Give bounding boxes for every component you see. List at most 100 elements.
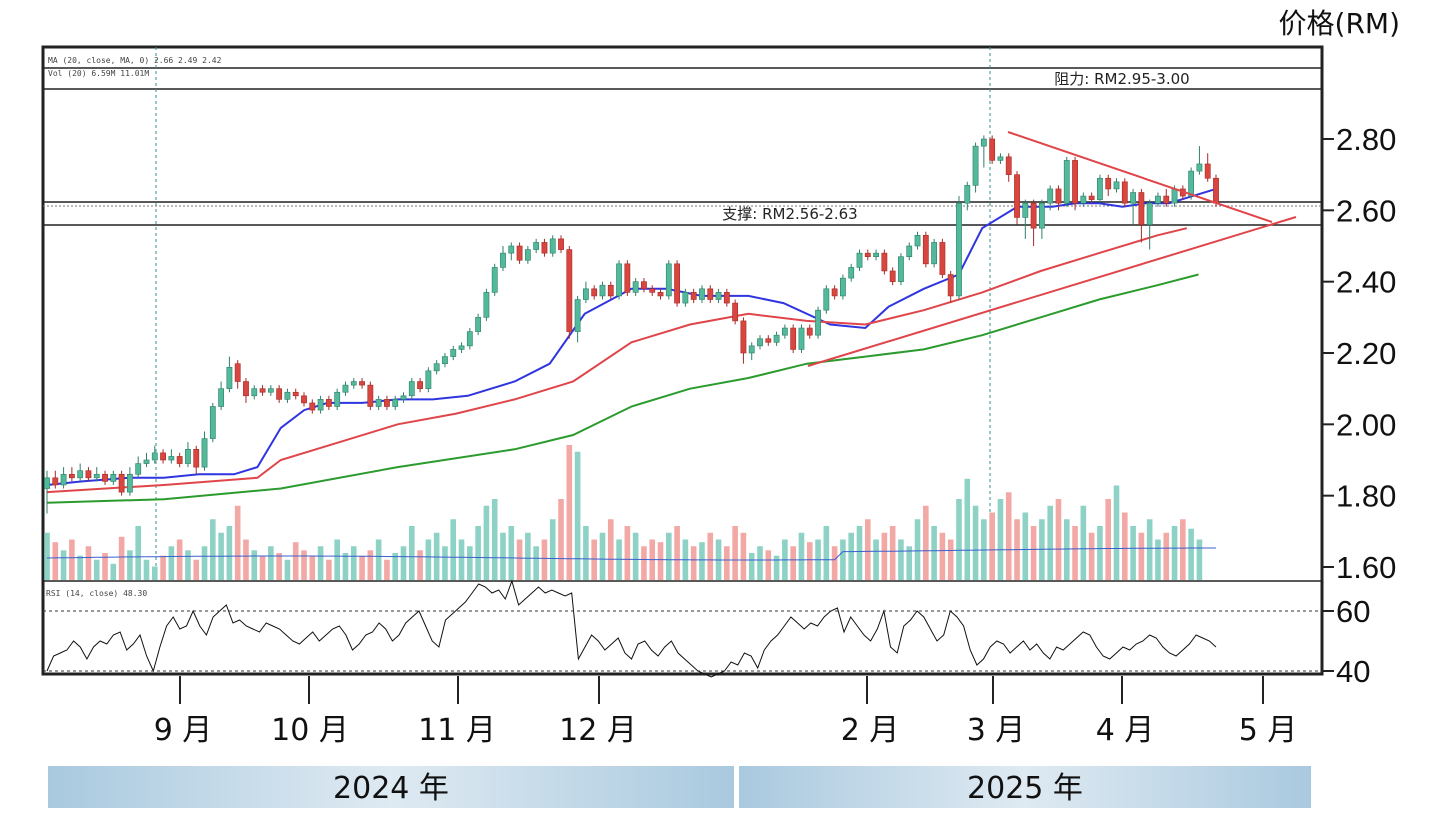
volume-bar (989, 512, 995, 580)
candle-body (541, 242, 548, 254)
rsi-panel (46, 579, 1217, 678)
volume-bar (433, 532, 440, 580)
year-label-2024: 2024 年 (333, 771, 449, 806)
candle-body (848, 267, 855, 279)
y-tick-label: 1.80 (1336, 479, 1396, 514)
candle-body (748, 345, 755, 354)
month-label: 10 月 (271, 713, 349, 748)
volume-bar (591, 539, 597, 580)
candle-body (201, 438, 208, 468)
candle-body (1196, 163, 1203, 172)
descending-trendline (1007, 131, 1273, 223)
volume-bar (558, 499, 564, 580)
volume-bar (881, 532, 888, 580)
volume-bar (1105, 499, 1112, 580)
volume-bar (93, 559, 100, 580)
volume-bar (334, 539, 340, 580)
volume-bar (1063, 519, 1070, 580)
volume-bar (533, 546, 539, 580)
candle-body (823, 288, 830, 311)
volume-bar (856, 526, 863, 580)
candle-body (914, 235, 921, 247)
volume-bar (1180, 519, 1186, 580)
candle-body (773, 334, 780, 343)
volume-bar (442, 546, 448, 580)
ascending-trendline (807, 216, 1297, 367)
candle-body (765, 338, 772, 343)
volume-bar (52, 542, 59, 580)
support-label: 支撑: RM2.56-2.63 (722, 205, 857, 223)
volume-bar (102, 553, 108, 580)
volume-bar (491, 499, 498, 580)
month-label: 9 月 (154, 713, 213, 748)
candle-body (475, 317, 482, 332)
candle-body (906, 245, 913, 257)
volume-bar (168, 546, 175, 580)
candle-body (450, 349, 457, 357)
candle-body (243, 381, 249, 397)
candle-body (1005, 156, 1012, 175)
candle-body (674, 263, 680, 304)
volume-bar (326, 559, 332, 580)
volume-bar (1146, 519, 1153, 580)
candle-body (392, 399, 399, 407)
volume-bar (1122, 512, 1128, 580)
candle-body (442, 356, 448, 365)
candle-body (209, 406, 216, 439)
candle-body (798, 327, 805, 350)
candle-body (1171, 188, 1178, 204)
candle-body (52, 477, 59, 486)
candle-body (384, 399, 390, 407)
volume-bar (77, 555, 83, 580)
candle-body (864, 252, 871, 257)
month-label: 12 月 (559, 713, 637, 748)
volume-bar (790, 546, 796, 580)
candle-body (665, 263, 672, 297)
candle-body (151, 452, 158, 461)
candle-body (533, 242, 540, 250)
volume-bar (417, 550, 423, 580)
candle-body (1204, 163, 1211, 179)
candle-body (657, 292, 664, 297)
volume-bar (284, 559, 291, 580)
volume-bar (210, 519, 216, 580)
volume-bar (1030, 526, 1037, 580)
volume-bar (964, 478, 971, 580)
candle-body (102, 473, 108, 482)
y-tick-label: 2.20 (1336, 336, 1396, 371)
candle-body (922, 235, 929, 265)
candle-body (342, 384, 349, 393)
candle-body (641, 281, 647, 290)
candle-body (1146, 202, 1153, 225)
candle-body (806, 327, 813, 336)
volume-bar (408, 526, 415, 580)
candle-body (68, 473, 75, 479)
candle-body (334, 391, 341, 407)
volume-bar (525, 532, 531, 580)
volume-bar (143, 559, 150, 580)
volume-bar (400, 546, 407, 580)
volume-bar (44, 532, 50, 580)
candle-body (1097, 177, 1103, 200)
candle-body (815, 309, 821, 336)
rsi-tick-label: 40 (1336, 654, 1370, 689)
volume-bar (1138, 532, 1145, 580)
candle-body (325, 399, 332, 407)
candle-body (1155, 195, 1161, 204)
month-label: 3 月 (967, 713, 1026, 748)
volume-bar (292, 542, 299, 580)
candle-body (135, 463, 142, 475)
candle-body (1080, 195, 1087, 204)
candle-body (1022, 202, 1029, 218)
y-axis: 2.80 2.60 2.40 2.20 2.00 1.80 1.60 60 40 (1322, 122, 1396, 689)
candle-body (558, 238, 564, 250)
candle-body (881, 252, 888, 272)
volume-bar (1005, 492, 1012, 580)
volume-bar (193, 559, 200, 580)
candle-body (931, 242, 938, 265)
volume-bar (956, 499, 962, 580)
candle-body (566, 249, 573, 332)
volume-bar (483, 505, 490, 580)
volume-bar (806, 542, 813, 580)
